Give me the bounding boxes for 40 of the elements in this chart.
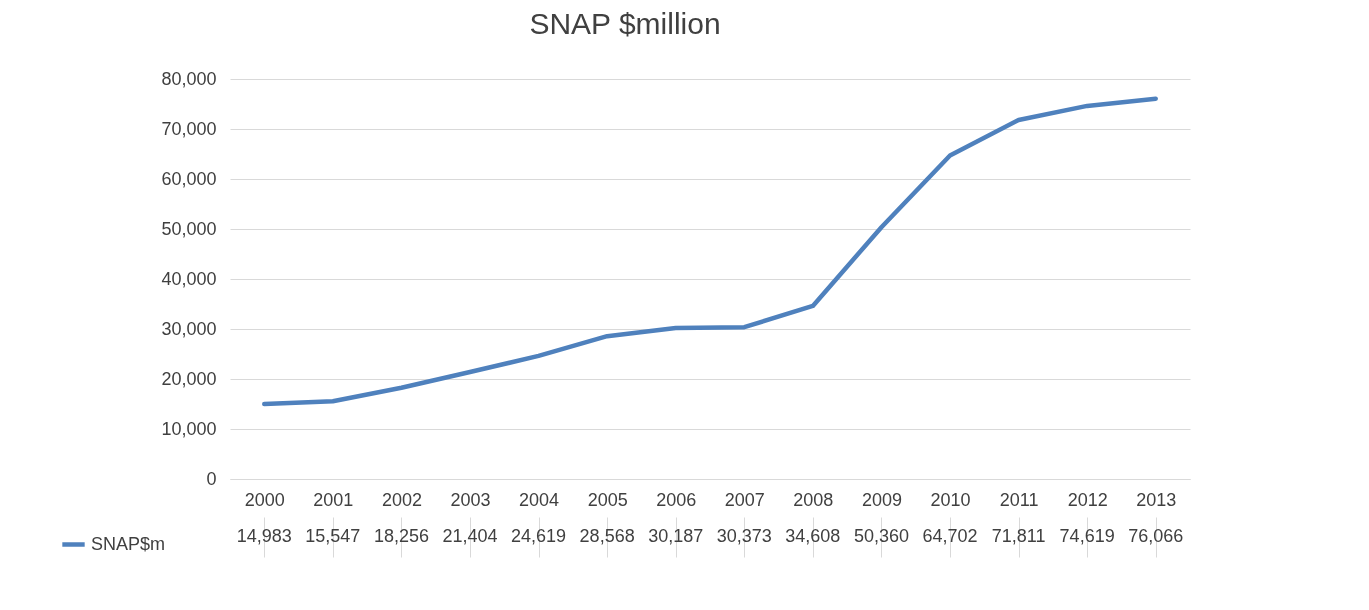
chart-title: SNAP $million — [529, 7, 721, 40]
text: 14,983 — [236, 526, 292, 546]
x-tick-label: 2010 — [930, 489, 971, 510]
y-tick-label: 10,000 — [161, 418, 217, 439]
text: 28,568 — [579, 526, 635, 546]
x-tick-label: 2013 — [1136, 489, 1177, 510]
x-tick-label: 2009 — [861, 489, 902, 510]
text: 18,256 — [373, 526, 429, 546]
x-tick-label: 2006 — [656, 489, 697, 510]
text: 30,373 — [716, 526, 772, 546]
text: 34,608 — [785, 526, 841, 546]
x-tick-label: 2005 — [587, 489, 628, 510]
x-tick-label: 2001 — [313, 489, 354, 510]
y-tick-label: 0 — [206, 468, 217, 489]
text: 76,066 — [1128, 526, 1184, 546]
text: 50,360 — [853, 526, 909, 546]
text: 64,702 — [922, 526, 978, 546]
text: 24,619 — [511, 526, 567, 546]
x-tick-label: 2008 — [793, 489, 834, 510]
y-tick-label: 20,000 — [161, 368, 217, 389]
x-tick-label: 2003 — [450, 489, 491, 510]
y-tick-label: 30,000 — [161, 318, 217, 339]
line-series — [262, 96, 1158, 407]
text: 71,811 — [991, 526, 1046, 546]
y-tick-label: 50,000 — [161, 218, 217, 239]
text: 74,619 — [1059, 526, 1115, 546]
x-tick-label: 2012 — [1067, 489, 1108, 510]
x-tick-label: 2004 — [519, 489, 560, 510]
x-tick-label: 2002 — [381, 489, 422, 510]
y-tick-label: 80,000 — [161, 68, 217, 89]
x-tick-label: 2000 — [244, 489, 285, 510]
x-tick-label: 2007 — [724, 489, 765, 510]
y-tick-label: 40,000 — [161, 268, 217, 289]
text: 21,404 — [442, 526, 498, 546]
x-tick-label: 2011 — [999, 489, 1039, 510]
legend-label: SNAP$m — [91, 533, 166, 554]
y-tick-label: 60,000 — [161, 168, 217, 189]
text: 15,547 — [305, 526, 361, 546]
text: 30,187 — [648, 526, 704, 546]
y-tick-label: 70,000 — [161, 118, 217, 139]
